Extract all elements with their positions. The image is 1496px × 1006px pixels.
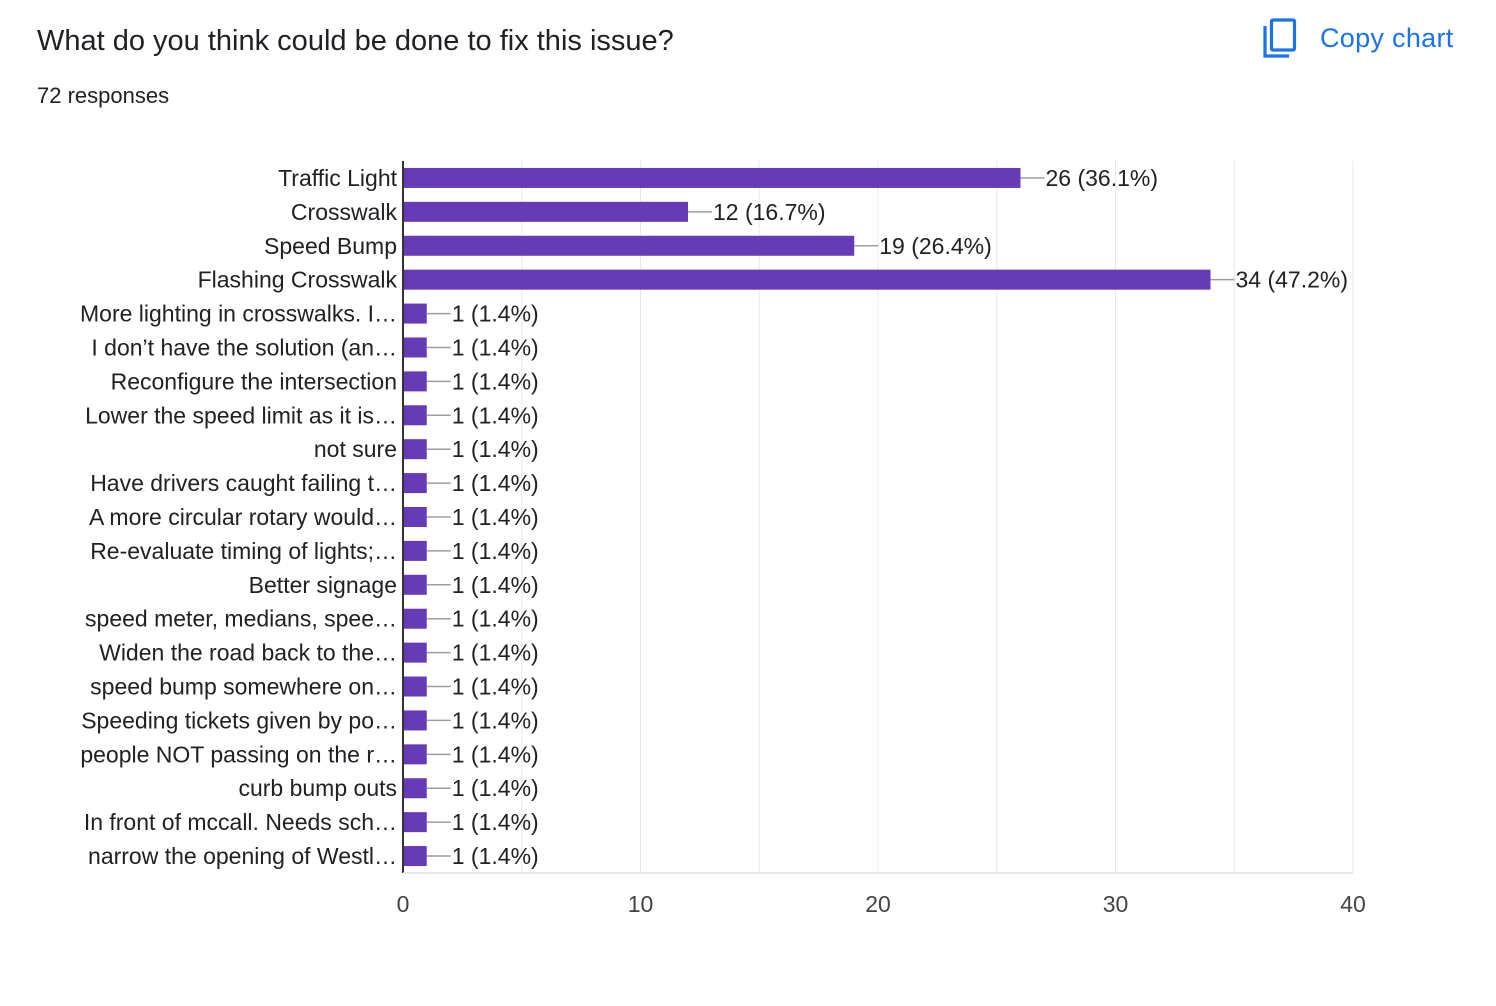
copy-chart-label: Copy chart (1320, 22, 1454, 53)
category-label: Have drivers caught failing t… (90, 470, 397, 496)
bar (403, 608, 427, 629)
bar (403, 744, 427, 765)
bar (403, 337, 427, 358)
category-label: Widen the road back to the… (99, 640, 397, 666)
bar (403, 371, 427, 392)
category-label: Re-evaluate timing of lights;… (90, 538, 397, 564)
x-tick-label: 10 (628, 891, 654, 917)
category-label: narrow the opening of Westl… (88, 843, 397, 869)
data-label: 1 (1.4%) (452, 775, 539, 801)
category-labels: Traffic Light Crosswalk Speed Bump Flashing… (80, 165, 398, 869)
bar (403, 540, 427, 561)
data-label: 1 (1.4%) (452, 843, 539, 869)
data-label: 1 (1.4%) (452, 368, 539, 394)
bar (403, 167, 1021, 188)
grid-lines (521, 161, 1354, 873)
category-label: Speeding tickets given by po… (81, 707, 397, 733)
category-label: speed bump somewhere on… (90, 674, 397, 700)
category-label: In front of mccall. Needs sch… (84, 809, 397, 835)
bar (403, 303, 427, 324)
category-label: speed meter, medians, spee… (85, 606, 397, 632)
x-tick-labels: 0 10 20 30 40 (397, 891, 1366, 917)
category-label: Better signage (249, 572, 397, 598)
bar (403, 574, 427, 595)
bar (403, 642, 427, 663)
bar (403, 507, 427, 527)
data-label: 1 (1.4%) (452, 674, 539, 700)
data-label: 1 (1.4%) (452, 809, 539, 835)
data-label: 1 (1.4%) (452, 301, 539, 327)
data-label: 34 (47.2%) (1236, 267, 1349, 293)
data-label: 1 (1.4%) (452, 402, 539, 428)
category-label: people NOT passing on the r… (80, 741, 397, 767)
bar (403, 439, 427, 460)
data-label: 1 (1.4%) (452, 741, 539, 767)
bar (403, 473, 427, 494)
category-label: Reconfigure the intersection (111, 368, 397, 394)
x-tick-label: 40 (1340, 891, 1366, 917)
question-title: What do you think could be done to fix t… (37, 25, 674, 57)
data-label: 1 (1.4%) (452, 504, 539, 530)
bar (403, 812, 427, 833)
category-label: Crosswalk (291, 199, 398, 225)
bar (403, 710, 427, 731)
bar (403, 676, 427, 697)
bar (403, 269, 1211, 290)
category-label: Speed Bump (264, 233, 397, 259)
data-label: 1 (1.4%) (452, 572, 539, 598)
data-label: 26 (36.1%) (1046, 165, 1159, 191)
data-label: 1 (1.4%) (452, 436, 539, 462)
bar (403, 846, 427, 867)
category-label: Flashing Crosswalk (198, 267, 398, 293)
category-label: not sure (314, 436, 397, 462)
response-count: 72 responses (37, 83, 170, 108)
bar (403, 778, 427, 799)
category-label: Lower the speed limit as it is… (85, 402, 397, 428)
data-label: 1 (1.4%) (452, 470, 539, 496)
category-label: Traffic Light (278, 165, 397, 191)
data-label: 19 (26.4%) (879, 233, 992, 259)
data-label: 1 (1.4%) (452, 707, 539, 733)
data-label: 1 (1.4%) (452, 640, 539, 666)
x-tick-label: 20 (865, 891, 891, 917)
data-label: 12 (16.7%) (713, 199, 826, 225)
bar (403, 235, 855, 256)
data-label: 1 (1.4%) (452, 606, 539, 632)
category-label: curb bump outs (238, 775, 397, 801)
copy-icon (1262, 17, 1298, 59)
axes (402, 161, 1353, 874)
category-label: I don’t have the solution (an… (91, 334, 397, 360)
copy-chart-button[interactable]: Copy chart (1252, 10, 1464, 66)
category-label: A more circular rotary would… (89, 504, 397, 530)
category-label: More lighting in crosswalks. I… (80, 301, 397, 327)
data-label: 1 (1.4%) (452, 538, 539, 564)
leader-lines (426, 177, 1235, 857)
bar (403, 201, 688, 222)
x-tick-label: 30 (1103, 891, 1129, 917)
value-labels: 26 (36.1%) 12 (16.7%) 19 (26.4%) 34 (47.2%)… (452, 165, 1348, 869)
data-label: 1 (1.4%) (452, 334, 539, 360)
x-tick-label: 0 (397, 891, 410, 917)
bar (403, 405, 427, 426)
bars (403, 167, 1211, 867)
